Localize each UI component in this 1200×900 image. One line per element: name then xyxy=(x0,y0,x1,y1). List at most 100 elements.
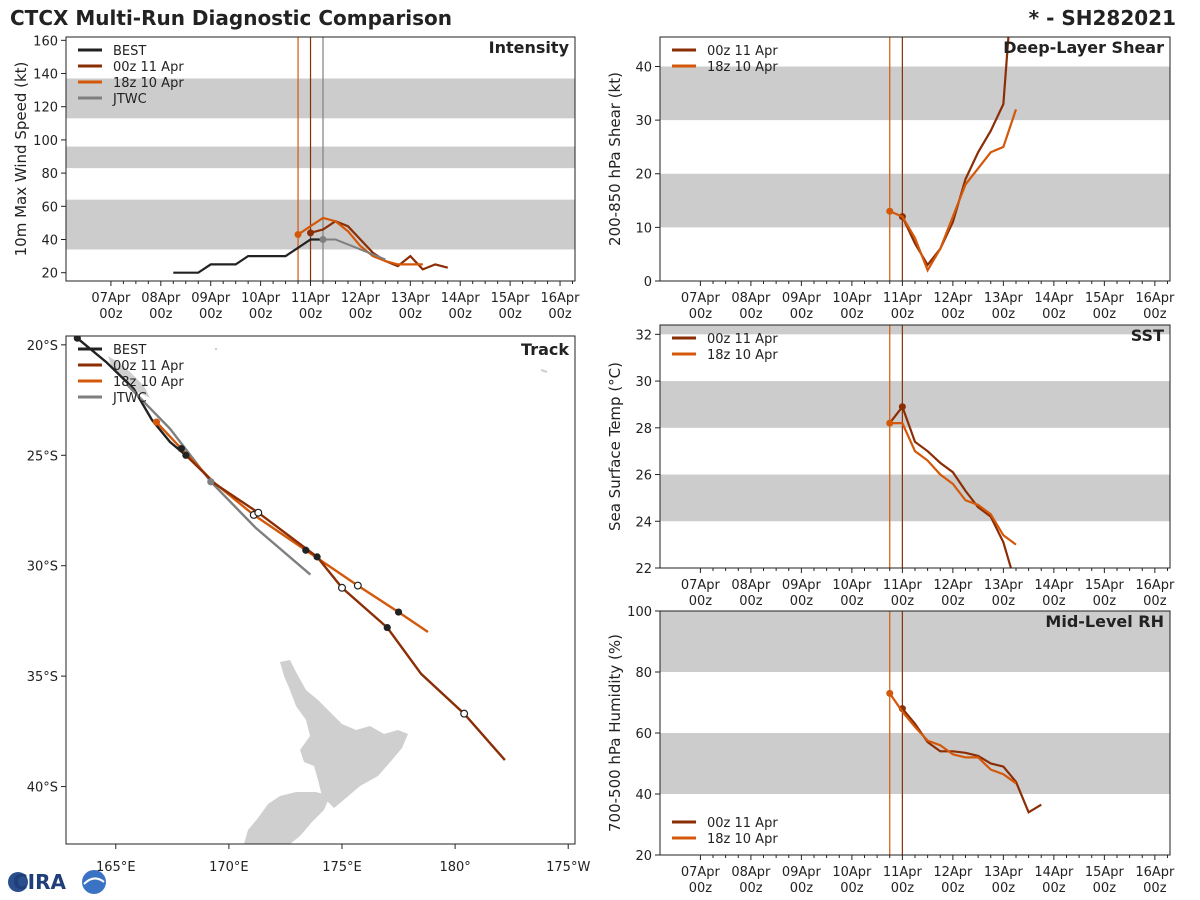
new-caledonia-land xyxy=(108,356,150,398)
x-tick-label-day: 13Apr xyxy=(391,291,431,306)
y-tick-label: 140 xyxy=(33,68,58,83)
x-tick-label-day: 11Apr xyxy=(883,865,923,880)
x-tick-label-hour: 00z xyxy=(992,881,1016,896)
x-tick-label-hour: 00z xyxy=(1143,307,1167,322)
band-1 xyxy=(660,381,1170,428)
x-tick-label-hour: 00z xyxy=(1093,881,1117,896)
panel-title: Track xyxy=(521,340,569,359)
x-tick-label-day: 15Apr xyxy=(1085,865,1125,880)
y-tick-label: 20 xyxy=(635,168,652,183)
y-tick-label: 30 xyxy=(635,114,652,129)
legend-label-best: BEST xyxy=(113,44,146,59)
x-tick-label-day: 07Apr xyxy=(681,291,721,306)
lat-tick-label: 20°S xyxy=(27,339,58,354)
y-axis-label: Sea Surface Temp (°C) xyxy=(606,362,624,531)
series-line-run00z xyxy=(888,404,1012,569)
legend-label-jtwc: JTWC xyxy=(112,391,147,406)
legend-label-jtwc: JTWC xyxy=(112,92,147,107)
land-layer xyxy=(108,347,548,844)
lon-tick-label: 175°E xyxy=(322,860,362,875)
x-tick-label-day: 16Apr xyxy=(1135,578,1175,593)
x-tick-label-hour: 00z xyxy=(399,307,423,322)
x-tick-label-day: 12Apr xyxy=(933,291,973,306)
x-tick-label-day: 16Apr xyxy=(541,291,581,306)
band-0 xyxy=(66,199,575,250)
x-tick-label-day: 12Apr xyxy=(933,865,973,880)
lon-tick-label: 165°E xyxy=(96,860,136,875)
y-tick-label: 28 xyxy=(635,422,652,437)
lon-tick-label: 180° xyxy=(439,860,470,875)
x-tick-label-hour: 00z xyxy=(992,307,1016,322)
x-tick-label-hour: 00z xyxy=(199,307,223,322)
legend-label-run00z: 00z 11 Apr xyxy=(707,44,778,59)
track-line-best xyxy=(76,337,187,457)
x-tick-label-hour: 00z xyxy=(941,307,965,322)
x-tick-label-hour: 00z xyxy=(1093,307,1117,322)
x-tick-label-hour: 00z xyxy=(790,307,814,322)
series-marker-jtwc xyxy=(319,236,327,244)
panel-rh: 07Apr00z08Apr00z09Apr00z10Apr00z11Apr00z… xyxy=(606,605,1175,896)
x-tick-label-day: 12Apr xyxy=(341,291,381,306)
cira-logo: CIRA xyxy=(4,866,108,898)
x-tick-label-day: 14Apr xyxy=(1034,578,1074,593)
band-0 xyxy=(660,733,1170,794)
series-line-jtwc xyxy=(322,238,386,261)
x-tick-label-day: 13Apr xyxy=(984,291,1024,306)
x-tick-label-hour: 00z xyxy=(739,594,763,609)
x-tick-label-hour: 00z xyxy=(1042,307,1066,322)
track-marker-open-run00z xyxy=(254,508,263,517)
x-tick-label-day: 08Apr xyxy=(141,291,181,306)
x-tick-label-day: 13Apr xyxy=(984,865,1024,880)
x-tick-label-day: 15Apr xyxy=(1085,291,1125,306)
y-tick-label: 20 xyxy=(41,267,58,282)
plot-frame xyxy=(659,36,1171,282)
series-line-run18z xyxy=(889,109,1018,273)
lon-tick-label: 175°W xyxy=(546,860,590,875)
legend-label-run00z: 00z 11 Apr xyxy=(113,60,184,75)
legend-label-run18z: 18z 10 Apr xyxy=(113,375,184,390)
y-tick-label: 20 xyxy=(635,849,652,864)
series-marker-run18z xyxy=(886,419,894,427)
x-tick-label-hour: 00z xyxy=(790,881,814,896)
plot-frame xyxy=(65,335,576,845)
band-1 xyxy=(660,66,1170,121)
x-tick-label-day: 10Apr xyxy=(241,291,281,306)
globe-icon xyxy=(8,872,28,892)
x-tick-label-day: 08Apr xyxy=(731,291,771,306)
x-tick-label-hour: 00z xyxy=(99,307,123,322)
x-tick-label-day: 11Apr xyxy=(291,291,331,306)
x-tick-label-day: 13Apr xyxy=(984,578,1024,593)
y-tick-label: 120 xyxy=(33,101,58,116)
x-tick-label-hour: 00z xyxy=(1093,594,1117,609)
x-tick-label-hour: 00z xyxy=(449,307,473,322)
lat-tick-label: 30°S xyxy=(27,560,58,575)
x-tick-label-day: 11Apr xyxy=(883,291,923,306)
x-tick-label-day: 09Apr xyxy=(191,291,231,306)
track-marker-open-run00z xyxy=(337,583,346,592)
cira-logo-text: CIRA xyxy=(13,870,67,894)
x-tick-label-hour: 00z xyxy=(891,594,915,609)
y-tick-label: 40 xyxy=(635,60,652,75)
x-tick-label-hour: 00z xyxy=(498,307,522,322)
track-marker-filled-run18z xyxy=(394,608,403,616)
y-tick-label: 24 xyxy=(635,515,652,530)
x-tick-label-day: 08Apr xyxy=(731,865,771,880)
x-tick-label-hour: 00z xyxy=(992,594,1016,609)
track-marker-filled-best xyxy=(73,336,81,342)
north-island-land xyxy=(280,660,408,808)
series-marker-run00z xyxy=(307,229,315,237)
legend-label-run18z: 18z 10 Apr xyxy=(707,832,778,847)
x-tick-label-day: 07Apr xyxy=(681,865,721,880)
x-tick-label-hour: 00z xyxy=(689,881,713,896)
x-tick-label-hour: 00z xyxy=(739,307,763,322)
x-tick-label-day: 12Apr xyxy=(933,578,973,593)
track-line-run18z xyxy=(155,421,429,633)
panel-shear: 07Apr00z08Apr00z09Apr00z10Apr00z11Apr00z… xyxy=(606,36,1175,322)
track-marker-open-run18z xyxy=(353,581,362,590)
x-tick-label-hour: 00z xyxy=(1042,881,1066,896)
x-tick-label-hour: 00z xyxy=(739,881,763,896)
x-tick-label-day: 09Apr xyxy=(782,578,822,593)
series-line-run18z xyxy=(297,216,423,266)
islet-north xyxy=(214,347,218,351)
